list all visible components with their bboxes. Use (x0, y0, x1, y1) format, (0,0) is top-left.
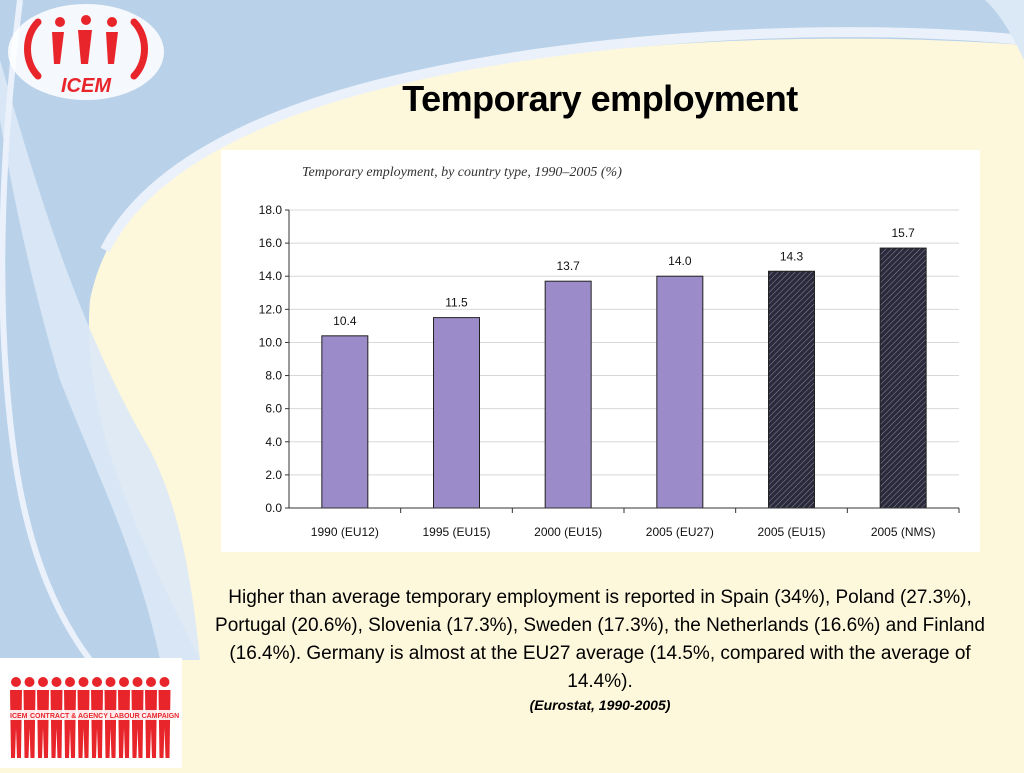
worker-head (51, 677, 62, 687)
worker-body (131, 690, 144, 758)
chart-title: Temporary employment, by country type, 1… (302, 165, 622, 180)
background-top-right-curl (985, 0, 1024, 60)
y-tick-label: 8.0 (265, 369, 282, 383)
background-white-arc (100, 27, 1024, 253)
x-tick-label: 1990 (EU12) (311, 525, 379, 539)
y-tick-label: 6.0 (265, 402, 282, 416)
worker-body (23, 690, 36, 758)
campaign-logo: ICEM CONTRACT & AGENCY LABOUR CAMPAIGN (0, 658, 182, 768)
y-tick-label: 2.0 (265, 468, 282, 482)
worker-body (50, 690, 63, 758)
worker-body (77, 690, 90, 758)
bar (656, 275, 704, 509)
worker-figures (10, 677, 171, 758)
bar (879, 247, 927, 509)
data-label: 14.3 (780, 249, 804, 263)
y-tick-label: 4.0 (265, 435, 282, 449)
data-label: 13.7 (556, 259, 580, 273)
icem-logo: ICEM (8, 4, 168, 104)
y-tick-label: 12.0 (259, 302, 283, 316)
data-label: 10.4 (333, 314, 357, 328)
y-tick-label: 18.0 (259, 203, 283, 217)
data-label: 14.0 (668, 254, 692, 268)
background-light-swoosh (0, 60, 200, 660)
worker-body (91, 690, 103, 758)
data-label: 15.7 (891, 226, 915, 240)
slide-title: Temporary employment (402, 78, 798, 119)
icem-logo-mark: ICEM (8, 4, 164, 100)
worker-head (119, 677, 129, 687)
worker-head (92, 677, 102, 687)
worker-head (78, 677, 89, 687)
axes: 0.0 2.0 4.0 6.0 8.0 10.0 12.0 14.0 16.0 18.0 1990 … (259, 203, 960, 539)
worker-head (65, 677, 75, 687)
bar (544, 280, 592, 509)
icem-logo-text: ICEM (61, 75, 112, 97)
data-label: 11.5 (445, 296, 468, 310)
y-tick-label: 0.0 (265, 501, 282, 515)
gridlines (289, 209, 959, 476)
worker-body (118, 690, 130, 758)
x-tick-label: 1995 (EU15) (422, 525, 490, 539)
x-tick-label: 2005 (NMS) (871, 525, 936, 539)
worker-body (145, 690, 157, 758)
worker-head (24, 677, 35, 687)
x-tick-label: 2000 (EU15) (534, 525, 602, 539)
x-tick-label: 2005 (EU27) (646, 525, 714, 539)
x-tick-label: 2005 (EU15) (757, 525, 825, 539)
worker-head (146, 677, 156, 687)
y-tick-label: 16.0 (259, 236, 283, 250)
worker-body (64, 690, 76, 758)
worker-head (11, 677, 21, 687)
bar (768, 270, 815, 509)
bar-chart: Temporary employment, by country type, 1… (259, 165, 960, 539)
campaign-figures: ICEM CONTRACT & AGENCY LABOUR CAMPAIGN (6, 677, 179, 758)
campaign-text: CONTRACT & AGENCY LABOUR CAMPAIGN (30, 713, 179, 720)
y-tick-label: 14.0 (259, 269, 283, 283)
bar (321, 335, 369, 509)
worker-body (158, 690, 171, 758)
campaign-brand: ICEM (10, 713, 28, 720)
worker-body (10, 690, 22, 758)
worker-body (37, 690, 49, 758)
y-tick-label: 10.0 (259, 335, 283, 349)
chart-panel: Temporary employment, by country type, 1… (221, 150, 980, 552)
source-note: (Eurostat, 1990-2005) (529, 697, 671, 713)
worker-head (159, 677, 170, 687)
background-left-edge-arc (0, 0, 93, 662)
body-text: Higher than average temporary employment… (215, 587, 985, 692)
worker-head (132, 677, 143, 687)
bar (433, 317, 480, 509)
worker-head (38, 677, 48, 687)
worker-head (105, 677, 116, 687)
bars: 10.4 11.5 13.7 14.0 14.3 15.7 (321, 226, 927, 509)
worker-body (104, 690, 117, 758)
